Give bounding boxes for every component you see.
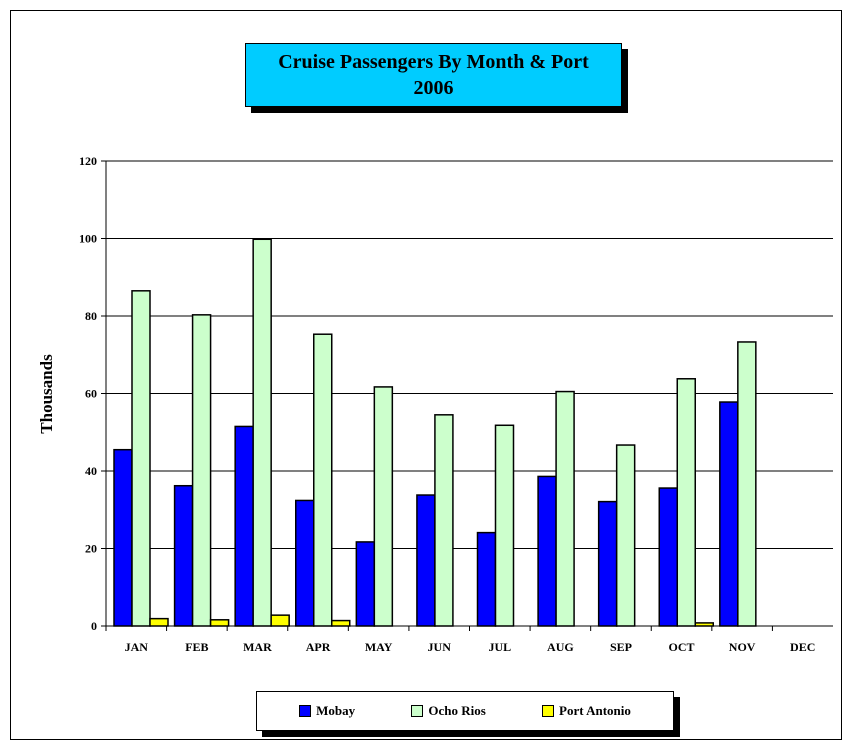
bar-mobay-jul [476, 531, 497, 627]
bar-mobay-mar [234, 425, 254, 627]
bar-ocho-rios-oct [676, 378, 696, 627]
x-tick-label: NOV [729, 640, 756, 654]
bar-port-antonio-mar [270, 614, 290, 627]
bar-ocho-rios-jul [494, 424, 515, 627]
bar-chart: 0 20 40 60 80 100 120 JAN FEB MAR APR MAY JUN JUL AUG… [37, 154, 833, 654]
y-tick-label: 0 [91, 619, 97, 633]
y-tick-label: 20 [85, 542, 97, 556]
x-tick-label: JUL [488, 640, 511, 654]
bar-mobay-jan [113, 448, 133, 627]
bar-mobay-feb [173, 484, 194, 627]
bar-mobay-oct [658, 487, 678, 627]
bar-ocho-rios-jun [434, 414, 454, 627]
legend-item-mobay: Mobay [299, 703, 355, 719]
legend-item-port-antonio: Port Antonio [542, 703, 631, 719]
y-tick-label: 100 [79, 232, 97, 246]
bar-mobay-apr [295, 499, 315, 627]
bar-ocho-rios-jan [131, 290, 151, 627]
x-tick-label: SEP [610, 640, 632, 654]
x-tick-label: JUN [428, 640, 452, 654]
y-tick-label: 80 [85, 309, 97, 323]
bar-port-antonio-feb [209, 619, 230, 627]
y-axis-title: Thousands [37, 354, 56, 434]
chart-subtitle: 2006 [413, 77, 454, 99]
y-tick-label: 40 [85, 464, 97, 478]
chart-title: Cruise Passengers By Month & Port [278, 51, 589, 73]
legend-swatch [299, 705, 312, 717]
y-tick-label: 120 [79, 154, 97, 168]
bar-mobay-aug [537, 475, 557, 627]
legend-label: Port Antonio [559, 703, 631, 718]
x-tick-label: JAN [125, 640, 149, 654]
x-tick-label: MAR [243, 640, 272, 654]
bar-mobay-jun [416, 494, 436, 627]
legend-swatch [411, 705, 424, 717]
x-tick-label: DEC [790, 640, 815, 654]
bar-port-antonio-jan [149, 617, 169, 627]
legend-item-ocho-rios: Ocho Rios [411, 703, 486, 719]
x-tick-label: AUG [547, 640, 574, 654]
bar-ocho-rios-nov [737, 341, 757, 627]
x-tick-label: MAY [365, 640, 393, 654]
x-tick-label: APR [306, 640, 331, 654]
bar-ocho-rios-may [373, 386, 394, 627]
legend: Mobay Ocho Rios Port Antonio [256, 691, 674, 731]
bar-mobay-may [355, 541, 376, 627]
legend-label: Mobay [316, 703, 356, 718]
x-tick-label: FEB [185, 640, 208, 654]
legend-swatch [542, 705, 554, 717]
bar-ocho-rios-feb [191, 314, 212, 627]
bar-ocho-rios-mar [252, 238, 272, 627]
bar-ocho-rios-sep [615, 444, 636, 627]
bar-ocho-rios-apr [313, 333, 333, 627]
bar-ocho-rios-aug [555, 390, 575, 627]
x-tick-label: OCT [669, 640, 695, 654]
y-tick-label: 60 [85, 387, 97, 401]
chart-title-box: Cruise Passengers By Month & Port 2006 [245, 43, 622, 107]
bar-mobay-sep [597, 500, 618, 627]
bar-port-antonio-apr [331, 619, 351, 627]
bar-mobay-nov [719, 401, 739, 627]
legend-label: Ocho Rios [428, 703, 486, 718]
